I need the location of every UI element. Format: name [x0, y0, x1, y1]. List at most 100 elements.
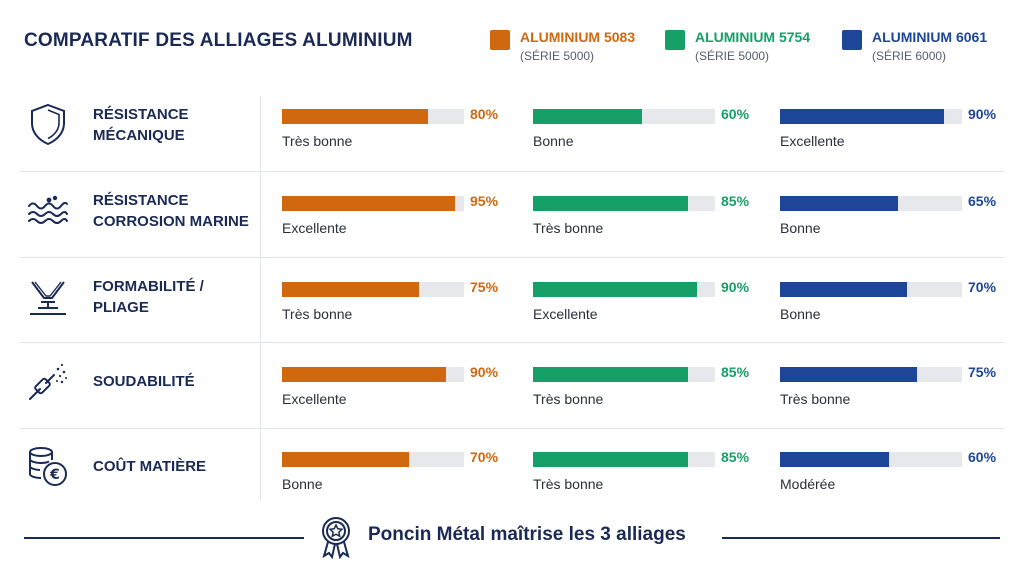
- bar-cell: 95% Excellente: [282, 193, 500, 246]
- bar-value-label: 85%: [721, 193, 750, 209]
- category-label-line: MÉCANIQUE: [93, 127, 185, 144]
- row-divider: [20, 257, 1004, 258]
- bar-cell: 85% Très bonne: [533, 193, 751, 246]
- bar: [282, 452, 410, 467]
- bar-cell: 75% Très bonne: [282, 279, 500, 332]
- svg-text:€: €: [49, 467, 60, 483]
- bar-cell: 70% Bonne: [780, 279, 998, 332]
- bar-track: [780, 196, 962, 211]
- bar-cell: 90% Excellente: [780, 106, 998, 159]
- bar-cell: 70% Bonne: [282, 449, 500, 502]
- bar: [780, 452, 890, 467]
- shield-icon: [24, 100, 72, 148]
- bar-track: [780, 452, 962, 467]
- bar: [533, 282, 697, 297]
- category-label: RÉSISTANCE MÉCANIQUE: [93, 104, 189, 146]
- footer-rule-left: [24, 537, 304, 539]
- rating-label: Excellente: [282, 391, 347, 407]
- bar-value-label: 70%: [968, 279, 997, 295]
- rating-label: Modérée: [780, 476, 836, 492]
- bar: [780, 367, 917, 382]
- rating-label: Excellente: [533, 306, 598, 322]
- category-label-line: CORROSION MARINE: [93, 213, 249, 230]
- bar-track: [533, 109, 715, 124]
- bar-value-label: 70%: [470, 449, 499, 465]
- footer-text: Poncin Métal maîtrise les 3 alliages: [368, 524, 686, 545]
- category-label-line: RÉSISTANCE: [93, 106, 189, 123]
- legend-series-subtitle: (SÉRIE 6000): [872, 49, 947, 63]
- rating-label: Bonne: [780, 306, 821, 322]
- category-label-line: COÛT MATIÈRE: [93, 458, 207, 475]
- legend-swatch: [665, 30, 685, 50]
- row-divider: [20, 171, 1004, 172]
- bar-value-label: 90%: [968, 106, 997, 122]
- bar: [533, 367, 688, 382]
- rating-label: Très bonne: [282, 133, 353, 149]
- rating-label: Bonne: [533, 133, 574, 149]
- category-label-line: PLIAGE: [93, 299, 149, 316]
- bending-press-icon: [24, 272, 72, 320]
- rating-label: Très bonne: [533, 476, 604, 492]
- bar-cell: 90% Excellente: [533, 279, 751, 332]
- rating-label: Très bonne: [533, 220, 604, 236]
- chart-title: COMPARATIF DES ALLIAGES ALUMINIUM: [24, 30, 413, 51]
- bar-track: [282, 109, 464, 124]
- coins-euro-icon: €: [24, 442, 72, 490]
- bar: [282, 109, 428, 124]
- legend-swatch: [490, 30, 510, 50]
- legend-series-name: ALUMINIUM 6061: [872, 29, 988, 45]
- bar-value-label: 60%: [721, 106, 750, 122]
- bar-track: [533, 452, 715, 467]
- bar-track: [780, 367, 962, 382]
- bar-cell: 85% Très bonne: [533, 364, 751, 417]
- category-label: RÉSISTANCE CORROSION MARINE: [93, 190, 249, 232]
- category-label-line: RÉSISTANCE: [93, 192, 189, 209]
- bar-value-label: 90%: [721, 279, 750, 295]
- bar-track: [533, 282, 715, 297]
- bar: [282, 282, 419, 297]
- bar-value-label: 90%: [470, 364, 499, 380]
- bar-track: [533, 196, 715, 211]
- rating-label: Bonne: [780, 220, 821, 236]
- bar-track: [282, 452, 464, 467]
- legend-series-name: ALUMINIUM 5083: [520, 29, 636, 45]
- rating-label: Excellente: [780, 133, 845, 149]
- column-divider: [260, 96, 261, 501]
- bar-cell: 90% Excellente: [282, 364, 500, 417]
- footer-rule-right: [722, 537, 1000, 539]
- legend-swatch: [842, 30, 862, 50]
- bar-cell: 65% Bonne: [780, 193, 998, 246]
- bar: [780, 196, 899, 211]
- bar: [282, 367, 446, 382]
- bar: [533, 452, 688, 467]
- bar-value-label: 65%: [968, 193, 997, 209]
- bar-cell: 75% Très bonne: [780, 364, 998, 417]
- category-label-line: FORMABILITÉ /: [93, 278, 204, 295]
- legend-series-subtitle: (SÉRIE 5000): [695, 49, 770, 63]
- bar: [780, 109, 944, 124]
- category-label-line: SOUDABILITÉ: [93, 373, 195, 390]
- bar: [780, 282, 908, 297]
- category-label: COÛT MATIÈRE: [93, 456, 206, 477]
- rating-label: Très bonne: [282, 306, 353, 322]
- waves-icon: [24, 186, 72, 234]
- bar: [533, 196, 688, 211]
- welding-torch-icon: [24, 357, 72, 405]
- rating-label: Bonne: [282, 476, 323, 492]
- category-label: FORMABILITÉ / PLIAGE: [93, 276, 204, 318]
- bar: [533, 109, 643, 124]
- legend-series-subtitle: (SÉRIE 5000): [520, 49, 595, 63]
- legend-series-name: ALUMINIUM 5754: [695, 29, 811, 45]
- bar-cell: 60% Bonne: [533, 106, 751, 159]
- bar-track: [780, 282, 962, 297]
- bar-value-label: 75%: [470, 279, 499, 295]
- row-divider: [20, 428, 1004, 429]
- bar-track: [533, 367, 715, 382]
- rating-label: Très bonne: [780, 391, 851, 407]
- bar-value-label: 80%: [470, 106, 499, 122]
- award-ribbon-icon: [318, 515, 354, 559]
- bar-value-label: 75%: [968, 364, 997, 380]
- rating-label: Excellente: [282, 220, 347, 236]
- bar-cell: 60% Modérée: [780, 449, 998, 502]
- rating-label: Très bonne: [533, 391, 604, 407]
